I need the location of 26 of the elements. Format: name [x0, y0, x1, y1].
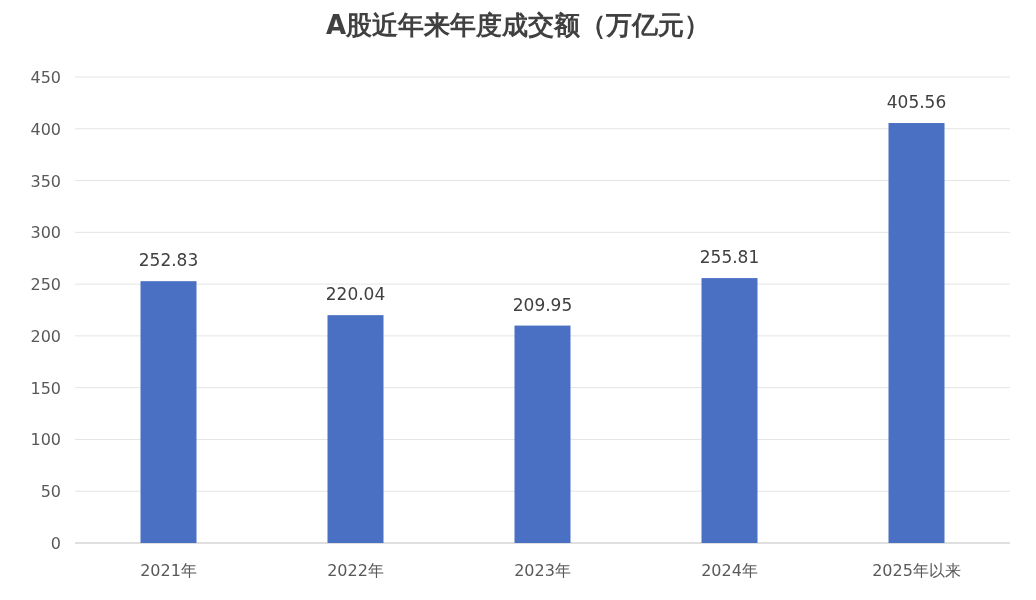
y-tick-label: 100 [30, 430, 61, 450]
x-tick-label: 2025年以来 [872, 561, 961, 580]
chart-title: A股近年来年度成交额（万亿元） [325, 10, 711, 40]
x-tick-label: 2021年 [140, 561, 197, 580]
bar [701, 278, 758, 543]
y-tick-label: 450 [30, 68, 61, 87]
y-tick-label: 0 [50, 534, 61, 553]
x-tick-label: 2022年 [327, 561, 384, 580]
y-tick-label: 300 [30, 223, 61, 243]
data-label: 220.04 [325, 284, 386, 305]
y-tick-label: 350 [30, 171, 61, 191]
data-label: 252.83 [138, 250, 199, 271]
data-label: 209.95 [512, 294, 573, 315]
y-tick-label: 50 [40, 482, 61, 502]
bar [514, 325, 571, 543]
x-tick-label: 2024年 [701, 561, 758, 580]
y-tick-label: 200 [30, 326, 61, 346]
bar [140, 281, 197, 543]
bar [888, 123, 945, 543]
bar [327, 315, 384, 543]
y-tick-label: 400 [30, 119, 61, 139]
data-label: 405.56 [886, 92, 947, 113]
data-label: 255.81 [699, 247, 760, 268]
y-tick-label: 250 [30, 275, 61, 295]
y-tick-label: 150 [30, 378, 61, 398]
x-tick-label: 2023年 [514, 561, 571, 580]
